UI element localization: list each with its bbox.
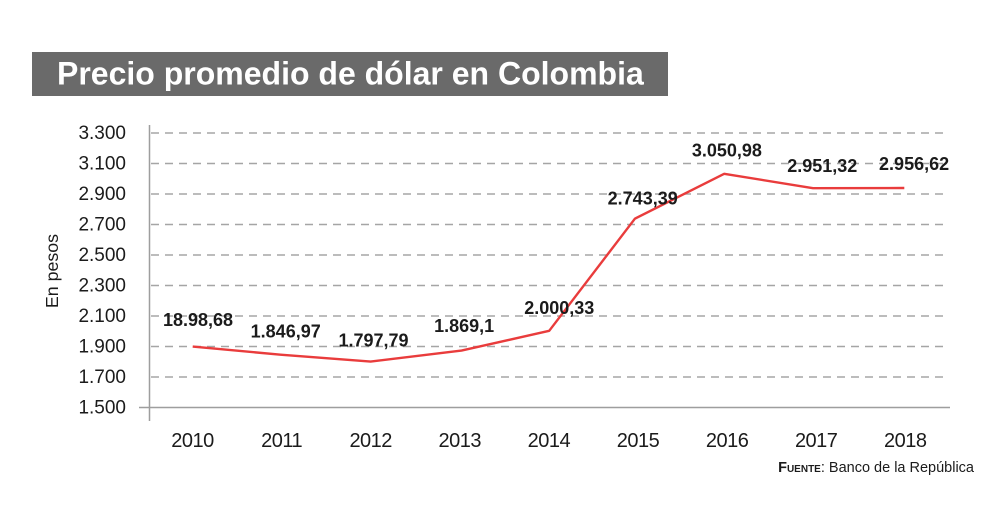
svg-text:2.300: 2.300 (78, 276, 126, 297)
svg-text:18.98,68: 18.98,68 (163, 310, 233, 330)
svg-text:1.500: 1.500 (78, 398, 126, 419)
svg-text:2012: 2012 (349, 430, 392, 452)
svg-text:2011: 2011 (261, 430, 302, 452)
svg-text:2014: 2014 (528, 430, 571, 452)
svg-text:2017: 2017 (795, 430, 838, 452)
svg-text:3.100: 3.100 (78, 154, 126, 175)
svg-text:1.869,1: 1.869,1 (434, 316, 494, 336)
svg-text:1.700: 1.700 (78, 367, 126, 388)
svg-text:2010: 2010 (171, 430, 214, 452)
svg-text:1.900: 1.900 (78, 337, 126, 358)
svg-text:3.050,98: 3.050,98 (692, 141, 762, 161)
svg-text:2018: 2018 (884, 430, 927, 452)
svg-text:2.000,33: 2.000,33 (524, 298, 594, 318)
svg-text:3.300: 3.300 (78, 123, 126, 144)
svg-text:1.846,97: 1.846,97 (251, 322, 321, 342)
svg-text:2015: 2015 (617, 430, 660, 452)
svg-text:2.100: 2.100 (78, 306, 126, 327)
svg-text:2.700: 2.700 (78, 215, 126, 236)
svg-text:2.956,62: 2.956,62 (879, 154, 949, 174)
svg-text:2.500: 2.500 (78, 245, 126, 266)
svg-text:2016: 2016 (706, 430, 749, 452)
svg-text:Fuente: Banco de la República: Fuente: Banco de la República (778, 460, 975, 476)
svg-text:2.743,39: 2.743,39 (608, 189, 678, 209)
svg-text:2.900: 2.900 (78, 184, 126, 205)
svg-text:2013: 2013 (439, 430, 482, 452)
svg-text:En pesos: En pesos (42, 234, 62, 308)
svg-text:1.797,79: 1.797,79 (338, 330, 408, 350)
svg-text:2.951,32: 2.951,32 (787, 156, 857, 176)
